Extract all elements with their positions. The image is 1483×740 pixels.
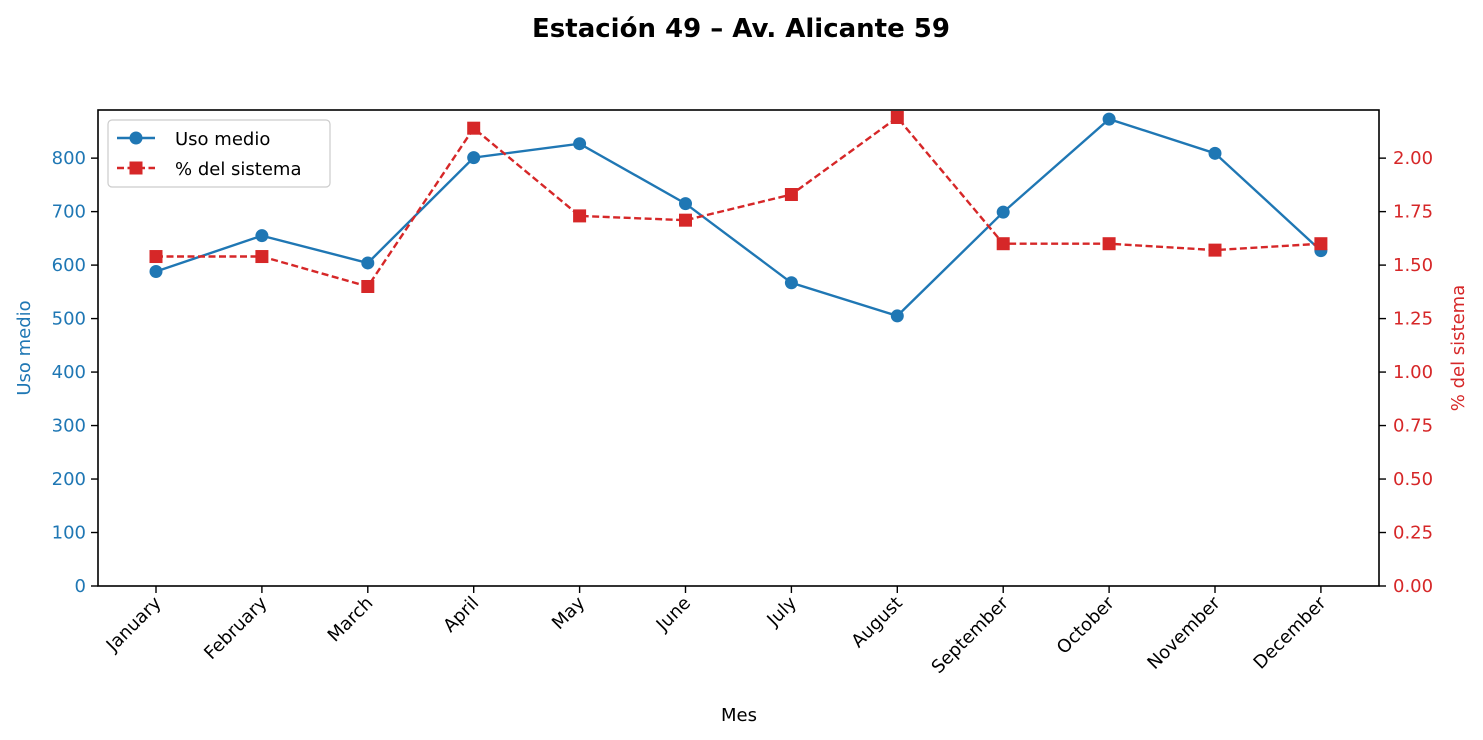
x-tick-label: October [1053, 592, 1119, 658]
data-point [255, 229, 269, 243]
x-tick-label: November [1143, 592, 1224, 673]
y-right-tick-label: 2.00 [1393, 148, 1433, 169]
data-point [1102, 237, 1116, 251]
data-point [573, 137, 587, 151]
data-point [996, 237, 1010, 251]
legend-label-uso-medio: Uso medio [175, 129, 270, 150]
y-axis-right-label: % del sistema [1448, 285, 1469, 412]
x-tick-label: March [324, 593, 378, 647]
data-point [1208, 146, 1222, 160]
y-right-tick-label: 0.25 [1393, 523, 1433, 544]
data-point [1102, 112, 1116, 126]
legend-label-pct-sistema: % del sistema [175, 159, 302, 180]
y-right-tick-label: 1.00 [1393, 362, 1433, 383]
y-left-tick-label: 0 [75, 576, 86, 597]
data-point [1314, 237, 1328, 251]
x-tick-label: May [548, 592, 589, 633]
data-point [1208, 243, 1222, 257]
series-line-0 [155, 117, 1322, 318]
series-line-1 [156, 115, 1321, 288]
x-tick-label: January [102, 592, 166, 656]
x-tick-label: September [928, 592, 1014, 678]
y-axis-left-label: Uso medio [14, 300, 35, 395]
y-left-tick-label: 300 [52, 416, 86, 437]
data-point [996, 205, 1010, 219]
x-axis: January February March April May June July Augu… [102, 586, 1331, 678]
x-tick-label: June [652, 593, 695, 636]
y-right-tick-label: 0.50 [1393, 469, 1433, 490]
data-point [149, 250, 163, 264]
legend-box [107, 119, 331, 188]
plot-frame [97, 109, 1380, 587]
data-point [467, 121, 481, 135]
y-right-tick-label: 1.50 [1393, 255, 1433, 276]
y-axis-right: 0.00 0.25 0.50 0.75 1.00 1.25 1.50 1.75 2.00 [1379, 148, 1433, 597]
y-left-tick-label: 500 [52, 309, 86, 330]
x-tick-label: July [762, 592, 801, 631]
data-point [255, 250, 269, 264]
x-tick-label: February [200, 592, 271, 663]
y-left-tick-label: 100 [52, 523, 86, 544]
y-left-tick-label: 200 [52, 469, 86, 490]
y-left-tick-label: 400 [52, 362, 86, 383]
x-axis-label: Mes [721, 705, 757, 726]
data-point [149, 265, 163, 279]
data-point [890, 309, 904, 323]
data-point [890, 110, 904, 124]
data-point [784, 276, 798, 290]
data-point [361, 279, 375, 293]
y-right-tick-label: 0.75 [1393, 416, 1433, 437]
y-left-tick-label: 600 [52, 255, 86, 276]
legend-marker-uso-medio [129, 131, 143, 145]
data-point [679, 197, 692, 211]
data-point [467, 151, 481, 165]
plot-marks [149, 110, 1328, 323]
y-right-tick-label: 1.75 [1393, 202, 1433, 223]
x-tick-label: August [847, 593, 906, 652]
y-right-tick-label: 0.00 [1393, 576, 1433, 597]
data-point [361, 256, 375, 270]
y-left-tick-label: 700 [52, 202, 86, 223]
data-point [784, 188, 798, 202]
chart-title: Estación 49 – Av. Alicante 59 [532, 14, 950, 44]
legend: Uso medio % del sistema [107, 119, 331, 188]
y-axis-left: 0 100 200 300 400 500 600 700 800 [52, 148, 98, 597]
y-left-tick-label: 800 [52, 148, 86, 169]
x-tick-label: April [439, 593, 483, 637]
legend-marker-pct-sistema [129, 161, 143, 175]
data-point [679, 213, 692, 227]
y-right-tick-label: 1.25 [1393, 309, 1433, 330]
x-tick-label: December [1250, 592, 1331, 673]
data-point [573, 209, 587, 223]
